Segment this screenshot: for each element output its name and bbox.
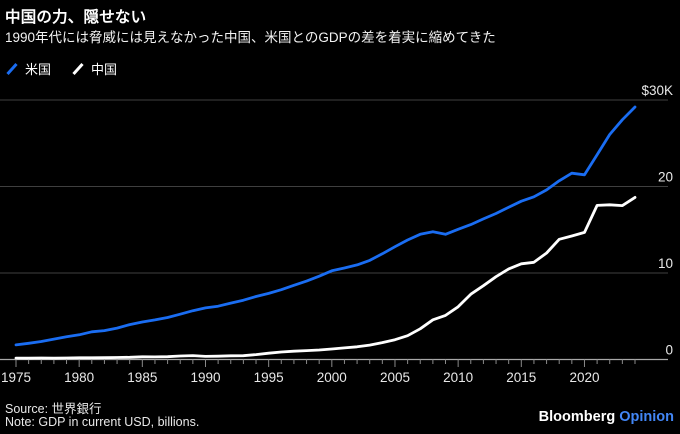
x-axis-label: 1985 xyxy=(127,370,157,385)
y-axis-label: 0 xyxy=(665,343,673,358)
gdp-line-chart: 0 10 20 $30K 1975 1980 1985 1990 1995 2000 2005 201… xyxy=(0,83,673,385)
bloomberg-opinion-logo: Bloomberg Opinion xyxy=(539,409,674,425)
y-axis-label: 20 xyxy=(658,170,673,185)
x-axis-label: 1975 xyxy=(1,370,31,385)
legend-item-us: 米国 xyxy=(5,59,51,78)
opinion-logo-text: Opinion xyxy=(619,409,674,425)
legend-slash-marker-icon xyxy=(72,62,84,75)
legend-item-china: 中国 xyxy=(71,59,117,78)
legend-label: 米国 xyxy=(25,62,52,77)
x-axis-label: 1995 xyxy=(254,370,284,385)
us-gdp-line xyxy=(14,105,637,347)
note-text: Note: GDP in current USD, billions. xyxy=(5,415,200,429)
legend-label: 中国 xyxy=(91,62,118,77)
x-axis-label: 2000 xyxy=(317,370,347,385)
x-axis-label: 1980 xyxy=(64,370,94,385)
x-axis-label: 2005 xyxy=(380,370,410,385)
bloomberg-logo-text: Bloomberg xyxy=(538,409,616,425)
y-axis-label: 10 xyxy=(658,256,673,271)
x-axis-label: 2020 xyxy=(569,370,599,385)
y-axis-label: $30K xyxy=(641,83,673,98)
chart-title: 中国の力、隠せない xyxy=(5,9,147,26)
legend: 米国 中国 xyxy=(5,59,117,78)
china-gdp-line xyxy=(14,196,637,360)
source-text: Source: 世界銀行 xyxy=(5,402,102,416)
x-axis-label: 1990 xyxy=(190,370,220,385)
legend-slash-marker-icon xyxy=(6,62,18,75)
x-axis-label: 2015 xyxy=(506,370,536,385)
chart-subtitle: 1990年代には脅威には見えなかった中国、米国とのGDPの差を着実に縮めてきた xyxy=(5,30,496,45)
x-axis-label: 2010 xyxy=(443,370,473,385)
